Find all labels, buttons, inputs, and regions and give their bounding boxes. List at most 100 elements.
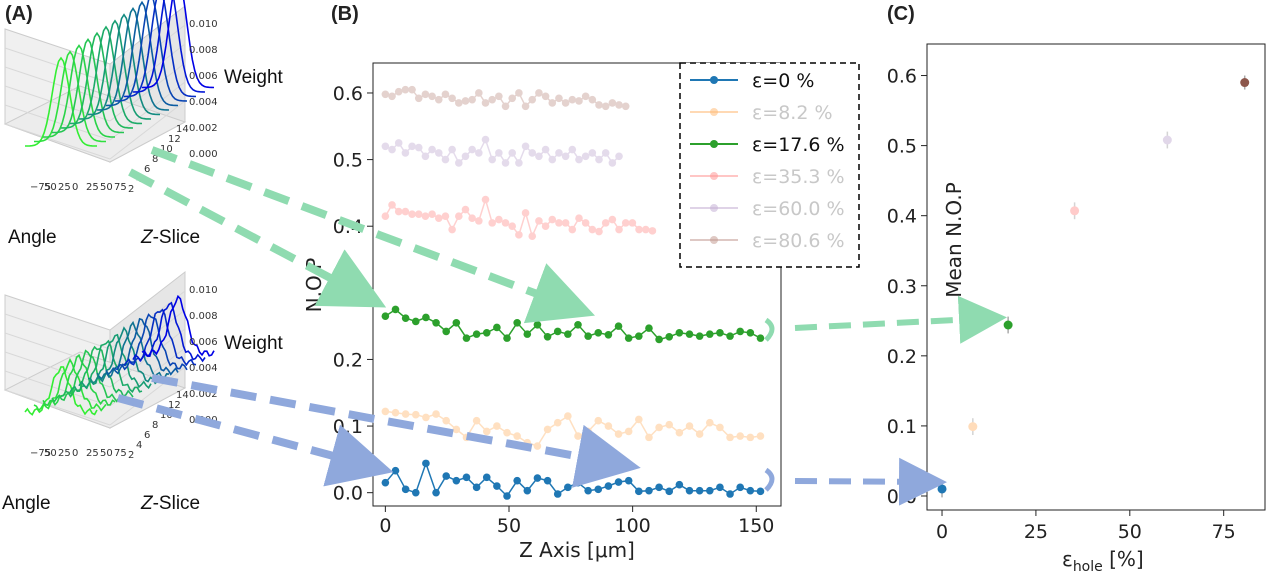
b-data-point <box>588 225 597 234</box>
x-axis-label: Angle <box>2 493 51 514</box>
b-data-point <box>401 85 410 94</box>
b-data-point <box>746 328 755 337</box>
b-data-point <box>746 486 755 495</box>
b-xtick-label: 150 <box>738 515 774 537</box>
b-data-point <box>601 149 610 157</box>
b-data-point <box>501 159 510 167</box>
b-data-point <box>442 416 450 425</box>
b-data-point <box>421 90 430 99</box>
grid-line <box>109 290 186 350</box>
b-data-point <box>581 219 590 227</box>
b-data-point <box>461 97 470 105</box>
b-data-point <box>461 205 470 214</box>
b-data-point <box>394 87 403 96</box>
b-data-point <box>528 232 537 241</box>
b-ytick-label: 0.2 <box>333 349 363 371</box>
x-tick-label: 25 <box>58 182 71 193</box>
b-data-point <box>553 327 562 336</box>
b-data-point <box>488 95 496 104</box>
b-data-point <box>381 142 390 151</box>
b-data-point <box>411 488 420 497</box>
b-data-point <box>495 215 503 224</box>
b-data-point <box>635 332 643 340</box>
b-data-point <box>604 482 613 490</box>
legend-entry: ε=60.0 % <box>690 198 845 220</box>
b-data-point <box>482 328 491 337</box>
b-data-point <box>581 92 590 101</box>
b-data-point <box>495 149 503 157</box>
x-tick-label: 75 <box>114 182 127 193</box>
b-data-point <box>575 155 583 164</box>
b-data-point <box>513 432 521 440</box>
y-axis-label-italic: Z <box>140 493 154 514</box>
b-series-line <box>384 461 761 498</box>
b-data-point <box>555 149 563 157</box>
b-data-point <box>432 319 440 327</box>
b-data-point <box>523 330 532 338</box>
b-data-point <box>535 152 543 161</box>
z-tick-label: 0.002 <box>189 389 218 400</box>
b-data-point <box>595 155 603 164</box>
panel-c-xlabel: εhole [%] <box>1062 547 1144 572</box>
b-data-point <box>655 335 663 344</box>
slice-curve <box>34 50 106 143</box>
y-tick-label: 6 <box>144 430 150 441</box>
panel-label-a: (A) <box>5 3 33 25</box>
b-data-point <box>432 488 440 497</box>
b-data-point <box>381 90 390 99</box>
legend-label: ε=60.0 % <box>752 198 845 220</box>
connector-arrows <box>116 146 1007 506</box>
b-data-point <box>428 92 436 101</box>
b-data-point <box>442 327 450 336</box>
b-series-5 <box>381 85 630 111</box>
b-data-point <box>614 322 623 330</box>
b-data-point <box>528 95 537 104</box>
grid-line <box>4 332 111 369</box>
b-data-point <box>588 95 597 104</box>
b-data-point <box>615 152 623 161</box>
b-series-2 <box>381 305 765 344</box>
b-data-point <box>488 155 496 164</box>
legend-entry: ε=0 % <box>690 70 814 92</box>
b-data-point <box>726 332 734 340</box>
b-data-point <box>408 142 416 151</box>
b-data-point <box>442 472 450 480</box>
b-data-point <box>515 231 523 239</box>
b-data-point <box>705 486 714 495</box>
b-data-point <box>533 321 542 329</box>
b-data-point <box>564 483 572 492</box>
slice-curve <box>132 301 206 363</box>
b-data-point <box>561 99 570 107</box>
b-series-line <box>384 196 653 239</box>
arrow-blue-3 <box>794 457 947 506</box>
b-data-point <box>388 145 396 154</box>
b-data-point <box>575 97 583 105</box>
b-data-point <box>695 430 704 438</box>
b-data-point <box>462 334 471 342</box>
b-data-point <box>543 332 552 341</box>
b-data-point <box>553 490 562 498</box>
c-ytick-label: 0.4 <box>887 206 917 228</box>
b-series-line <box>385 88 626 108</box>
slice-curve <box>114 313 188 371</box>
b-data-point <box>388 201 396 209</box>
b-series-4 <box>381 135 623 167</box>
grid-line <box>109 309 186 369</box>
z-axis-label: Weight <box>224 67 284 88</box>
c-data-point <box>1003 320 1013 330</box>
b-data-point <box>705 330 714 338</box>
b-data-point <box>528 149 537 157</box>
slice-curve <box>69 25 143 125</box>
b-data-point <box>665 420 674 429</box>
b-data-point <box>448 225 456 234</box>
b-data-point <box>488 219 496 227</box>
b-data-point <box>452 476 461 485</box>
b-data-point <box>588 149 597 157</box>
b-data-point <box>414 94 423 103</box>
slice-curve <box>123 308 197 367</box>
b-data-point <box>615 225 623 234</box>
b-data-point <box>568 225 577 234</box>
arrow-blue-2 <box>116 394 394 487</box>
slice-curve <box>132 0 206 93</box>
